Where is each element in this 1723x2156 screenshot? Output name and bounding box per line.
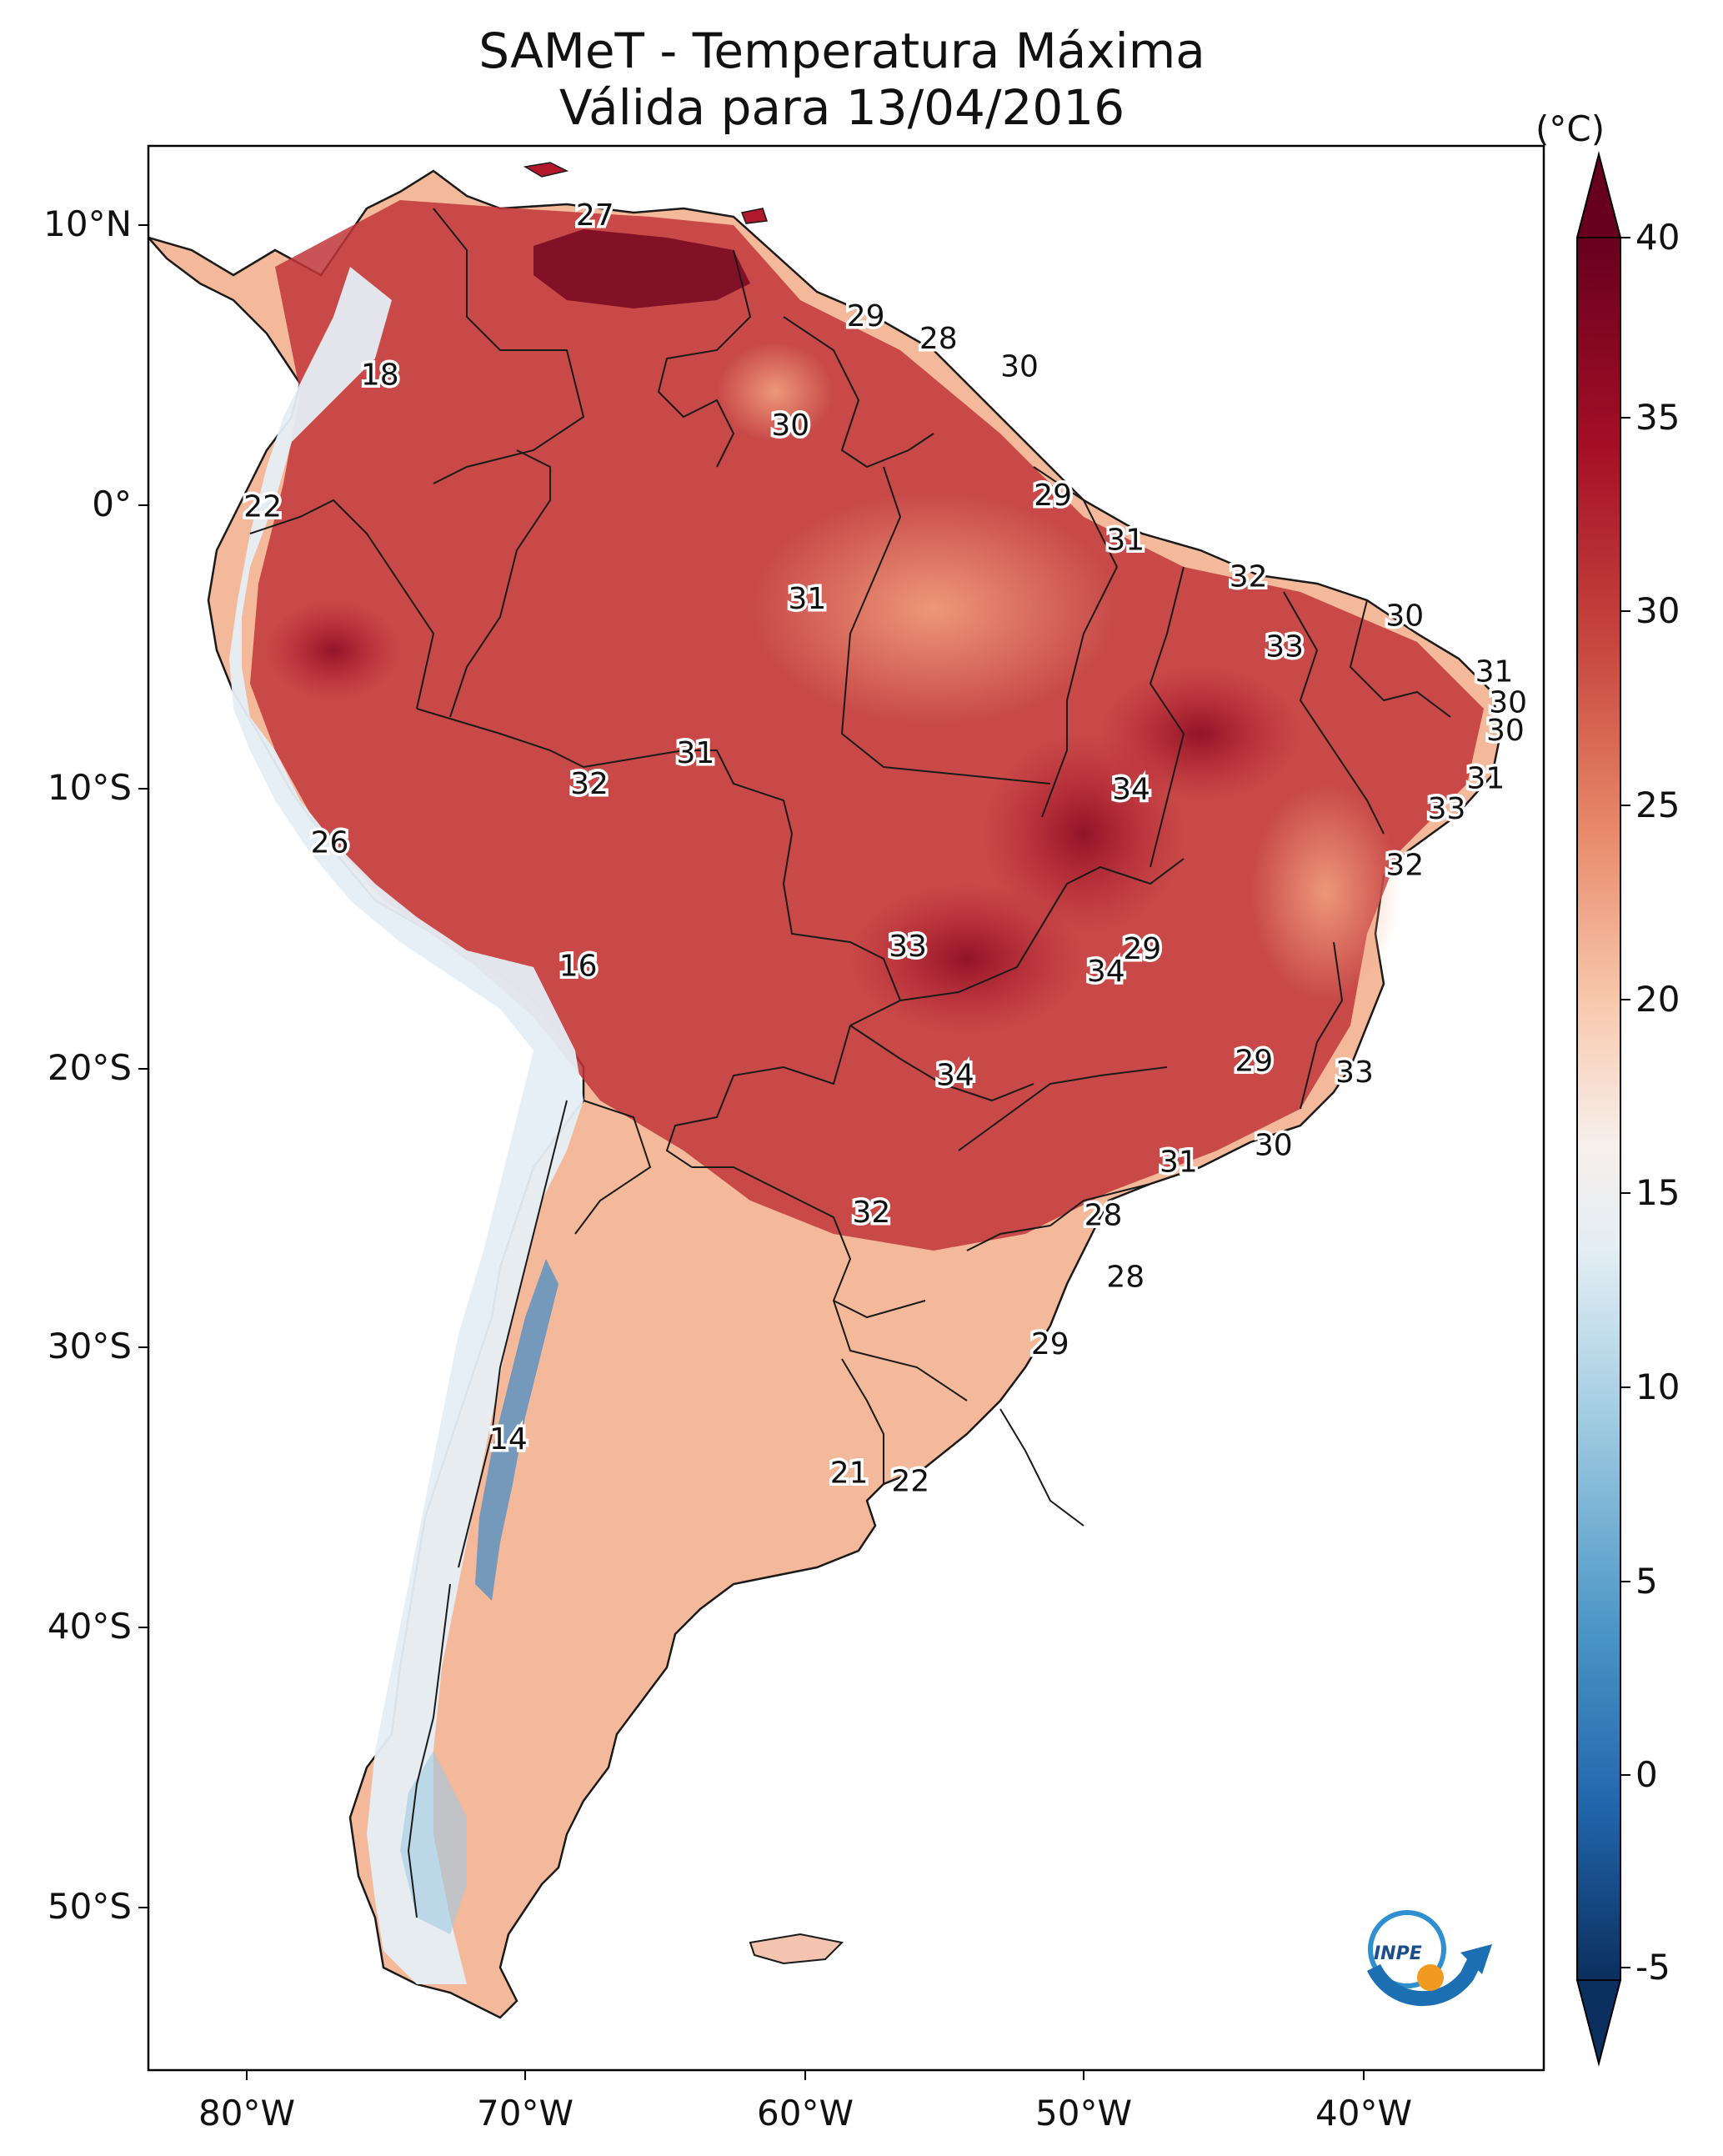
temperature-label: 30 [1255, 1128, 1293, 1162]
andes-cool-band [229, 267, 584, 1984]
patagonia-cool [400, 1751, 467, 1934]
temperature-label: 32 [570, 767, 609, 801]
temperature-label: 31 [1466, 761, 1505, 795]
temperature-label: 31 [1106, 524, 1144, 558]
temperature-label: 18 [361, 358, 399, 392]
lon-label: 60°W [757, 2093, 854, 2133]
temperature-label: 32 [852, 1196, 890, 1230]
caribbean-island [523, 162, 569, 178]
temperature-label: 31 [788, 582, 826, 616]
trinidad-island [740, 208, 769, 224]
temperature-label: 21 [830, 1457, 869, 1491]
country-borders [249, 208, 1451, 1918]
map-frame [147, 144, 1545, 2072]
temperature-label: 22 [243, 489, 282, 524]
map-area [148, 146, 1544, 2070]
colorbar-extend-max [1575, 151, 1622, 238]
lat-label: 50°S [47, 1886, 132, 1927]
colorbar-tick-label: 40 [1635, 217, 1680, 258]
inpe-logo-swoosh [1366, 1955, 1483, 2007]
temperature-label: 30 [1489, 686, 1527, 720]
lat-label: 10°S [47, 767, 132, 808]
lat-label: 20°S [47, 1047, 132, 1088]
colorbar-unit: (°C) [1535, 108, 1605, 149]
axis-ticks [138, 224, 1365, 2080]
lat-label: 40°S [47, 1606, 132, 1647]
temperature-label: 28 [919, 322, 958, 356]
colorbar-tick-label: 30 [1635, 590, 1680, 631]
lat-label: 30°S [47, 1326, 132, 1366]
temperature-label: 27 [576, 198, 614, 233]
colorbar-tick-label: 0 [1635, 1754, 1658, 1795]
warm-area [1250, 784, 1400, 1000]
temperature-label: 30 [1385, 599, 1424, 633]
temperature-label: 31 [1160, 1146, 1198, 1180]
inpe-logo-dot [1417, 1964, 1444, 1991]
falkland-islands [749, 1933, 844, 1965]
temperature-label: 30 [1486, 714, 1525, 748]
hot-spot [984, 734, 1184, 934]
temperature-label: 29 [1235, 1045, 1273, 1079]
inpe-logo-arrow [1460, 1944, 1492, 1974]
andes-cold-core [475, 1259, 558, 1601]
inpe-logo-ring [1368, 1910, 1446, 1988]
temperature-label: 32 [1230, 559, 1268, 594]
lat-label: 10°N [43, 203, 132, 244]
temperature-label: 16 [559, 949, 598, 983]
colorbar-tick-label: 25 [1635, 785, 1680, 825]
colorbar-tick-label: -5 [1635, 1947, 1670, 1988]
temperature-label: 33 [1265, 629, 1304, 664]
warm-area [717, 342, 834, 442]
temperature-label: 14 [489, 1422, 528, 1457]
lon-label: 70°W [477, 2093, 573, 2133]
warm-area [750, 492, 1117, 725]
colorbar-tick-label: 15 [1635, 1172, 1680, 1213]
colorbar-tick-label: 5 [1635, 1561, 1658, 1602]
temperature-label: 31 [1475, 655, 1514, 689]
hot-spot [850, 884, 1084, 1034]
temperature-label: 32 [1385, 848, 1424, 882]
lat-label: 0° [92, 484, 132, 524]
temperature-label: 29 [847, 299, 885, 333]
colorbar-tick-label: 35 [1635, 397, 1680, 438]
temperature-label: 28 [1106, 1260, 1144, 1294]
very-hot-venezuela [533, 229, 750, 308]
colorbar-tick-label: 10 [1635, 1366, 1680, 1407]
temperature-label: 34 [1112, 773, 1150, 807]
temperature-label: 34 [1087, 955, 1125, 989]
lon-label: 40°W [1315, 2093, 1412, 2133]
colorbar-extend-min [1575, 1979, 1622, 2067]
colorbar [1575, 151, 1630, 2067]
temperature-label: 29 [1034, 479, 1072, 513]
temperature-label: 33 [1335, 1055, 1374, 1090]
temperature-label: 29 [1123, 932, 1161, 966]
temperature-label: 30 [1000, 349, 1039, 384]
hot-region [250, 200, 1484, 1251]
lon-label: 50°W [1035, 2093, 1132, 2133]
temperature-label: 28 [1084, 1198, 1123, 1232]
temperature-label: 31 [676, 736, 714, 770]
inpe-logo: INPE [1366, 1910, 1492, 2007]
temperature-label: 33 [889, 930, 927, 964]
temperature-label: 34 [936, 1058, 974, 1092]
temperature-label: 26 [311, 826, 349, 860]
lon-label: 80°W [198, 2093, 295, 2133]
hot-spot [267, 600, 400, 700]
hot-spot [1100, 667, 1300, 800]
colorbar-gradient-bar [1576, 237, 1621, 1981]
map-title: SAMeT - Temperatura Máxima [478, 23, 1205, 79]
temperature-label: 30 [771, 409, 809, 443]
colorbar-tick-label: 20 [1635, 979, 1680, 1020]
inpe-logo-text: INPE [1374, 1943, 1422, 1964]
map-subtitle: Válida para 13/04/2016 [558, 79, 1125, 136]
temperature-label: 29 [1031, 1327, 1069, 1361]
temperature-label: 33 [1428, 792, 1466, 826]
temperature-label: 22 [891, 1465, 929, 1499]
